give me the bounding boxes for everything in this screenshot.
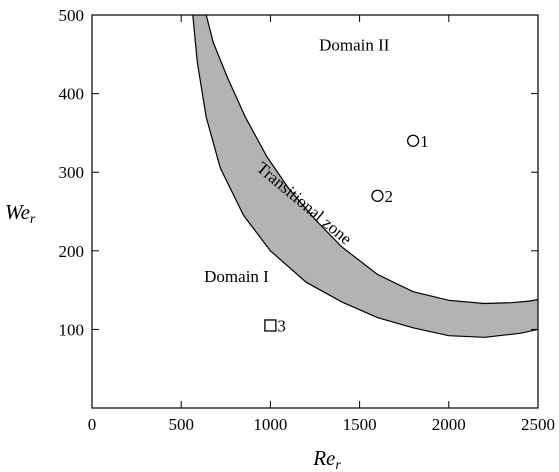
- transitional-zone-band: [192, 15, 538, 338]
- x-tick-label: 1000: [253, 415, 287, 434]
- data-point-label-2: 2: [384, 187, 393, 206]
- band-outer-boundary: [192, 15, 538, 338]
- x-tick-label: 2000: [432, 415, 466, 434]
- annotation-domain-ii: Domain II: [319, 35, 390, 54]
- x-tick-label: 2500: [521, 415, 555, 434]
- annotation-domain-i: Domain I: [204, 267, 269, 286]
- x-tick-label: 500: [168, 415, 194, 434]
- plot-frame: [91, 14, 539, 409]
- x-tick-label: 0: [88, 415, 97, 434]
- y-tick-label: 100: [59, 320, 85, 339]
- data-point-1: [406, 134, 420, 147]
- x-tick-label: 1500: [343, 415, 377, 434]
- data-point-label-3: 3: [277, 316, 286, 335]
- data-point-label-1: 1: [420, 132, 429, 151]
- data-point-2: [371, 189, 384, 202]
- x-axis-title: Rer: [312, 446, 341, 472]
- band-layer: [192, 15, 538, 338]
- y-tick-label: 300: [59, 163, 85, 182]
- band-inner-boundary: [205, 15, 538, 305]
- data-point-3: [264, 319, 277, 332]
- y-tick-label: 400: [59, 85, 85, 104]
- points-layer: 1 2 3: [264, 132, 429, 335]
- y-tick-label: 200: [59, 242, 85, 261]
- y-axis-title: Wer: [5, 200, 36, 227]
- axes-layer: [91, 14, 539, 409]
- y-tick-label: 500: [59, 6, 85, 25]
